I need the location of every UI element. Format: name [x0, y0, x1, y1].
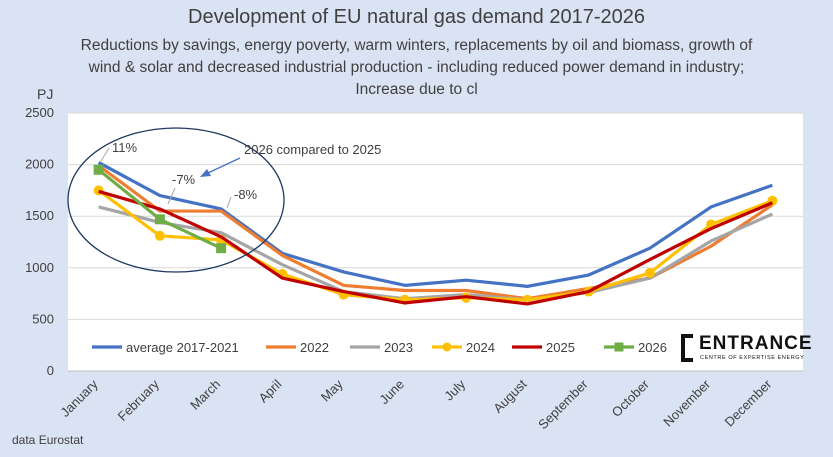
- series-point-3: [154, 230, 165, 241]
- entrance-logo: ENTRANCE CENTRE OF EXPERTISE ENERGY: [681, 333, 813, 365]
- x-tick-label: February: [115, 376, 163, 424]
- annotation-arrow-shaft: [207, 157, 241, 174]
- legend-label-2: 2023: [384, 340, 413, 355]
- x-tick-label: April: [255, 376, 284, 405]
- chart-title: Development of EU natural gas demand 201…: [188, 6, 645, 28]
- annotation-leader-line: [226, 196, 232, 209]
- logo-name: ENTRANCE: [699, 333, 813, 354]
- series-point-3: [644, 267, 655, 278]
- source-note: data Eurostat: [12, 433, 84, 447]
- legend-label-4: 2025: [546, 340, 575, 355]
- legend-label-1: 2022: [300, 340, 329, 355]
- series-line-0: [97, 161, 773, 288]
- annotation-callout-text: 2026 compared to 2025: [244, 142, 381, 157]
- series-point-5: [93, 164, 104, 175]
- y-tick-label: 1500: [25, 208, 54, 223]
- logo-tagline: CENTRE OF EXPERTISE ENERGY: [700, 355, 805, 361]
- legend-label-0: average 2017-2021: [126, 340, 239, 355]
- annotation-leader-line: [100, 147, 110, 162]
- x-tick-label: December: [721, 376, 774, 429]
- series-line-4: [98, 189, 773, 306]
- x-tick-label: May: [318, 376, 346, 404]
- x-tick-label: September: [535, 376, 591, 432]
- plot-background: [68, 113, 803, 371]
- x-tick-label: November: [660, 376, 713, 429]
- legend-marker-3: [442, 342, 452, 352]
- legend-label-5: 2026: [638, 340, 667, 355]
- y-tick-label: 2000: [25, 157, 54, 172]
- x-tick-label: January: [57, 376, 101, 420]
- x-tick-label: March: [187, 377, 223, 413]
- annotation-label: 11%: [112, 140, 137, 155]
- legend-label-3: 2024: [466, 340, 495, 355]
- y-tick-label: 0: [47, 363, 54, 378]
- y-tick-label: 2500: [25, 105, 54, 120]
- chart-subtitle: Reductions by savings, energy poverty, w…: [80, 37, 753, 98]
- annotation-label: -8%: [234, 187, 258, 202]
- annotation-label: -7%: [172, 172, 196, 187]
- y-tick-label: 1000: [25, 260, 54, 275]
- highlight-ellipse: [67, 127, 285, 273]
- x-tick-label: June: [376, 377, 407, 408]
- annotation-leader-line: [167, 187, 176, 205]
- y-axis-unit-label: PJ: [37, 86, 54, 102]
- series-point-5: [154, 214, 165, 225]
- annotation-arrow-head: [200, 169, 211, 177]
- x-tick-label: October: [609, 376, 653, 420]
- y-tick-label: 500: [32, 311, 54, 326]
- series-point-5: [216, 243, 227, 254]
- logo-bracket-icon: [681, 334, 693, 362]
- x-tick-label: August: [490, 376, 529, 415]
- legend-marker-5: [614, 342, 624, 352]
- x-tick-label: July: [441, 376, 468, 403]
